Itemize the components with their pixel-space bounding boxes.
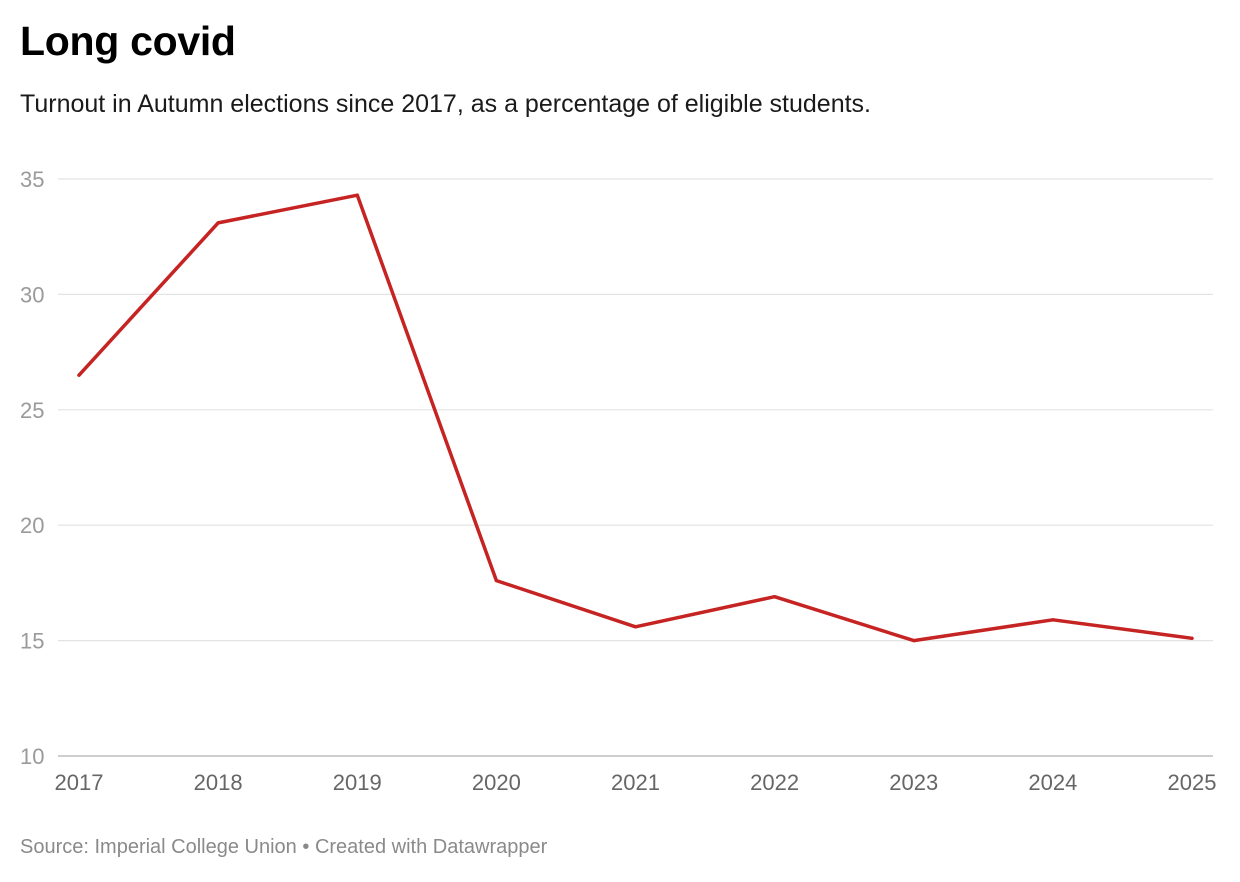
- data-point: [773, 595, 777, 599]
- x-tick-label: 2022: [750, 770, 799, 795]
- x-axis-ticks: 2017 2018 2019 2020 2021 2022 2023 2024 2025: [55, 770, 1217, 795]
- y-tick-label: 35: [20, 167, 44, 192]
- series-line-turnout: [77, 193, 1194, 643]
- chart-title: Long covid: [20, 18, 236, 64]
- y-tick-label: 30: [20, 282, 44, 307]
- y-tick-label: 20: [20, 513, 44, 538]
- series-layer: [77, 193, 1194, 643]
- x-tick-label: 2023: [889, 770, 938, 795]
- footer: Source: Imperial College Union • Created…: [20, 836, 547, 859]
- data-point: [633, 625, 638, 629]
- y-tick-label: 25: [20, 398, 44, 423]
- credit-note: Created with Datawrapper: [314, 836, 548, 858]
- y-axis-ticks: 10 15 20 25 30 35: [20, 167, 44, 769]
- data-point: [1051, 618, 1055, 622]
- x-tick-label: 2024: [1028, 770, 1077, 795]
- y-tick-label: 15: [20, 629, 44, 654]
- x-tick-label: 2020: [472, 770, 521, 795]
- x-tick-label: 2019: [333, 770, 382, 795]
- x-tick-label: 2021: [611, 770, 660, 795]
- data-point: [494, 578, 498, 583]
- x-tick-label: 2025: [1168, 770, 1217, 795]
- x-tick-label: 2017: [55, 770, 104, 795]
- chart-subtitle: Turnout in Autumn elections since 2017, …: [20, 90, 872, 118]
- data-point: [216, 221, 220, 225]
- data-point: [1190, 636, 1194, 640]
- y-tick-label: 10: [20, 744, 44, 769]
- footer-separator: •: [302, 836, 310, 858]
- data-point: [355, 193, 359, 197]
- source-note: Source: Imperial College Union: [20, 836, 297, 858]
- x-tick-label: 2018: [194, 770, 243, 795]
- gridlines: [58, 178, 1213, 757]
- data-point: [77, 373, 81, 377]
- data-point: [912, 639, 916, 643]
